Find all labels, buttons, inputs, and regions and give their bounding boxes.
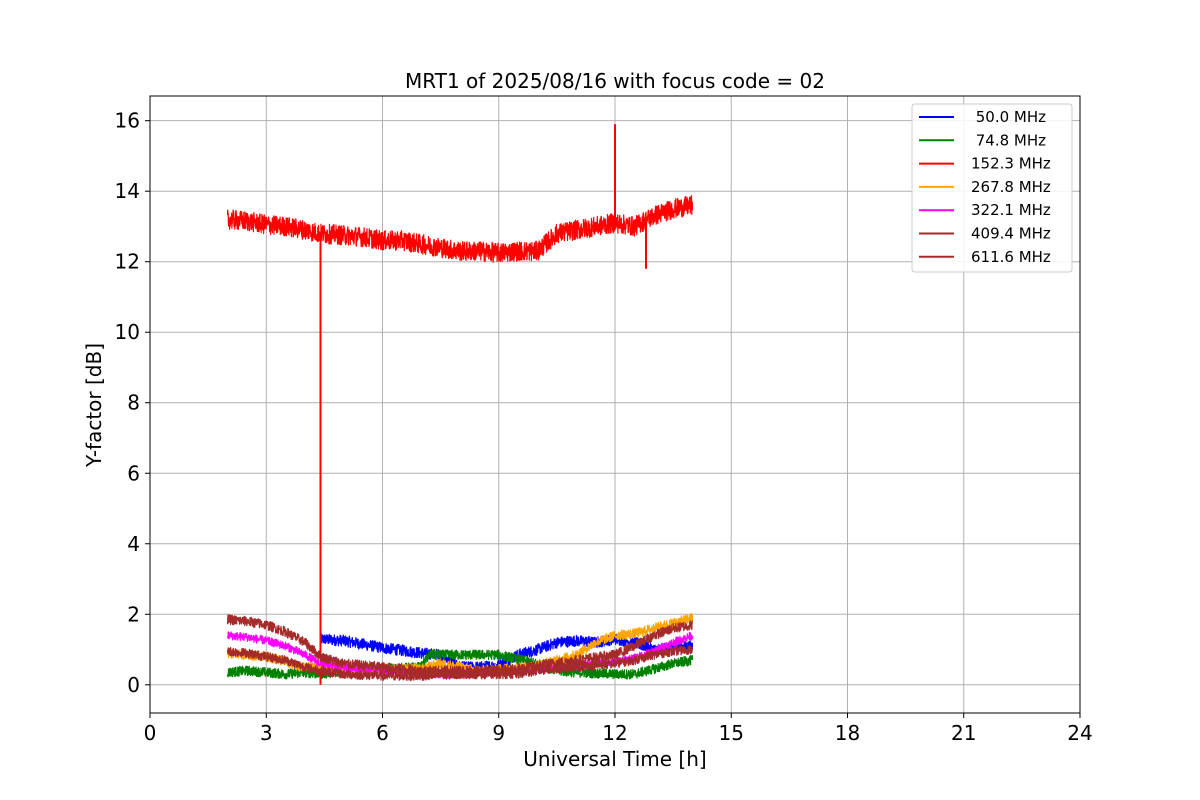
x-tick-label: 21 (951, 721, 976, 745)
series-layer (226, 124, 694, 685)
x-tick-label: 9 (492, 721, 505, 745)
legend: 50.0 MHz 74.8 MHz 152.3 MHz 267.8 MHz 322.1… (911, 103, 1073, 273)
legend-label-2: 152.3 MHz (971, 155, 1051, 173)
x-axis-label: Universal Time [h] (523, 747, 706, 771)
legend-label-3: 267.8 MHz (971, 178, 1051, 196)
legend-label-4: 322.1 MHz (971, 201, 1051, 219)
legend-label-0: 50.0 MHz (971, 108, 1046, 126)
x-tick-label: 24 (1067, 721, 1092, 745)
x-tick-label: 0 (144, 721, 157, 745)
y-axis: 0 2 4 6 8 10 12 14 16 (115, 109, 150, 697)
y-tick-label: 0 (127, 673, 140, 697)
x-tick-label: 18 (835, 721, 860, 745)
legend-box (911, 103, 1073, 273)
chart-title: MRT1 of 2025/08/16 with focus code = 02 (405, 69, 825, 93)
y-tick-label: 2 (127, 602, 140, 626)
y-tick-label: 10 (115, 320, 140, 344)
x-axis: 0 3 6 9 12 15 18 21 24 (144, 713, 1093, 745)
y-tick-label: 4 (127, 532, 140, 556)
series-line-6 (226, 645, 693, 682)
x-tick-label: 15 (719, 721, 744, 745)
y-tick-label: 14 (115, 179, 140, 203)
y-tick-label: 12 (115, 250, 140, 274)
y-axis-label: Y-factor [dB] (82, 343, 106, 468)
y-tick-label: 6 (127, 461, 140, 485)
x-tick-label: 3 (260, 721, 273, 745)
x-tick-label: 12 (602, 721, 627, 745)
legend-label-1: 74.8 MHz (971, 131, 1046, 149)
legend-label-6: 611.6 MHz (971, 248, 1051, 266)
y-tick-label: 16 (115, 109, 140, 133)
legend-label-5: 409.4 MHz (971, 225, 1051, 243)
x-tick-label: 6 (376, 721, 389, 745)
y-tick-label: 8 (127, 391, 140, 415)
